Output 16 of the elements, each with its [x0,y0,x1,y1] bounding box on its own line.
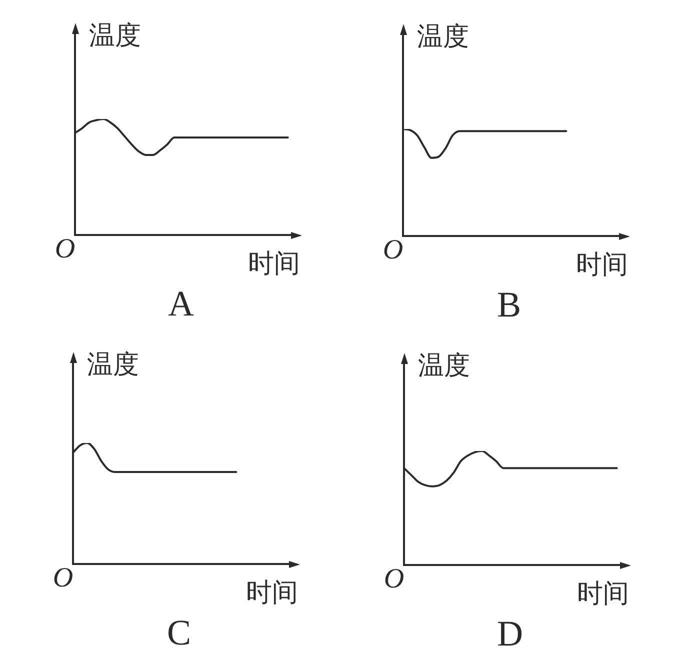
x-axis-title: 时间 [248,248,300,279]
annotation: O [52,562,74,594]
annotation: O [54,233,76,264]
annotation: O [384,563,404,594]
x-axis-title: 时间 [577,578,629,609]
text: C [166,612,192,652]
x-axis-title: 时间 [246,578,298,608]
y-axis-title: 温度 [418,350,470,381]
x-axis-title: 时间 [576,250,628,280]
annotation: O [382,234,404,266]
y-axis-title: 温度 [89,20,141,51]
y-axis-title: 温度 [87,350,139,380]
y-axis-title: 温度 [417,22,469,52]
text: B [496,284,522,324]
text: D [497,613,523,654]
text: A [168,283,194,324]
